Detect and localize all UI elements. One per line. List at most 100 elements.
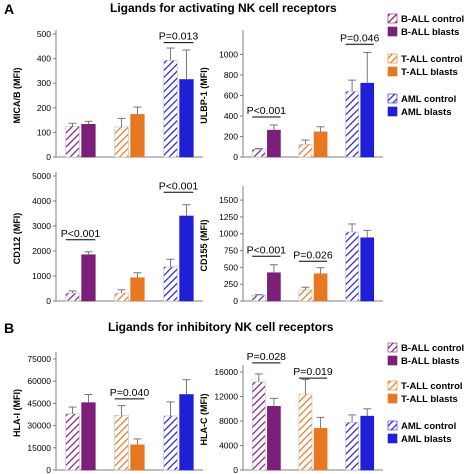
legend-swatch: [387, 355, 398, 366]
y-tick-label: 30000: [27, 421, 51, 431]
p-value-label: P=0.040: [110, 387, 150, 399]
bar-aml-control: [163, 60, 178, 158]
y-tick-label: 1000: [219, 50, 238, 60]
p-value-label: P=0.028: [247, 351, 287, 363]
p-value-label: P=0.026: [293, 249, 333, 261]
bar-aml-blasts: [179, 79, 194, 158]
chart-cd155: 0 250 500 750 1000 1250 1500 CD155 (MFI) P<0.001…: [199, 186, 383, 306]
y-tick-label: 2000: [32, 246, 51, 256]
y-tick-label: 12000: [214, 392, 238, 402]
bar-aml-blasts: [360, 415, 375, 471]
legend-label: AML blasts: [401, 107, 452, 118]
bar-t-all-blasts: [313, 131, 328, 158]
y-tick-label: 75000: [27, 354, 51, 364]
y-tick-label: 4000: [32, 196, 51, 206]
p-value-label: P=0.019: [293, 366, 333, 378]
y-tick-label: 0: [46, 465, 51, 474]
y-axis-label: HLA-C (MFI): [199, 394, 209, 446]
bar-b-all-control: [65, 413, 80, 471]
legend-swatch: [387, 380, 398, 391]
y-axis-label: HLA-I (MFI): [12, 389, 22, 437]
y-tick-label: 0: [46, 296, 51, 306]
y-tick-label: 1500: [219, 195, 238, 205]
y-tick-label: 250: [224, 279, 238, 289]
legend-label: B-ALL control: [401, 343, 464, 354]
y-axis-label: CD155 (MFI): [199, 219, 209, 271]
bar-b-all-control: [65, 125, 80, 158]
y-tick-label: 100: [37, 127, 51, 137]
chart-hla-i: 0 15000 30000 45000 60000 75000 HLA-I (MFI) P=0…: [12, 352, 203, 474]
bar-t-all-blasts: [130, 277, 145, 302]
y-tick-label: 750: [224, 246, 238, 256]
bar-aml-control: [163, 415, 178, 471]
y-tick-label: 1250: [219, 212, 238, 222]
bar-t-all-control: [298, 143, 313, 158]
bar-aml-control: [345, 421, 359, 471]
legend-swatch: [387, 13, 398, 24]
bar-b-all-blasts: [267, 272, 281, 302]
chart-cd112: 0 1000 2000 3000 4000 5000 CD112 (MFI) P<0.001 P…: [12, 171, 203, 306]
p-value-label: P<0.001: [247, 105, 287, 117]
bar-b-all-blasts: [267, 129, 281, 158]
bar-t-all-control: [114, 126, 129, 158]
y-axis-label: CD112 (MFI): [12, 213, 22, 265]
legend-swatch: [387, 53, 398, 64]
legend-label: B-ALL blasts: [401, 356, 459, 367]
p-value-label: P=0.013: [159, 31, 199, 43]
legend-label: T-ALL blasts: [401, 394, 458, 405]
legend-label: B-ALL blasts: [401, 27, 459, 38]
legend-label: B-ALL control: [401, 14, 464, 25]
bar-b-all-control: [251, 381, 266, 471]
bar-b-all-control: [251, 294, 266, 302]
y-tick-label: 8000: [219, 416, 238, 426]
bar-aml-blasts: [360, 82, 375, 158]
y-tick-label: 0: [233, 152, 238, 162]
p-value-label: P<0.001: [247, 244, 287, 256]
legend-label: T-ALL control: [401, 54, 463, 65]
bar-t-all-blasts: [130, 114, 145, 158]
y-tick-label: 3000: [32, 221, 51, 231]
legend-panel-b: B-ALL control B-ALL blasts T-ALL control T-…: [387, 342, 464, 445]
chart-ulbp-1: 0 200 400 600 800 1000 ULBP-1 (MFI) P<0.001 P=0.…: [199, 30, 383, 162]
bar-aml-blasts: [179, 394, 194, 471]
p-value-label: P=0.046: [340, 32, 380, 44]
y-tick-label: 500: [37, 29, 51, 39]
legend-label: AML blasts: [401, 434, 452, 445]
legend-swatch: [387, 433, 398, 444]
y-tick-label: 0: [233, 465, 238, 474]
legend-panel-a: B-ALL control B-ALL blasts T-ALL control T-…: [387, 13, 464, 118]
bar-aml-control: [345, 231, 359, 302]
bar-b-all-blasts: [267, 406, 281, 471]
section-a-title: Ligands for activating NK cell receptors: [110, 1, 337, 15]
bar-t-all-blasts: [313, 428, 328, 471]
legend-label: T-ALL control: [401, 381, 463, 392]
bar-t-all-blasts: [130, 444, 145, 471]
p-value-label: P<0.001: [159, 180, 199, 192]
bar-t-all-control: [114, 292, 129, 302]
y-tick-label: 0: [233, 296, 238, 306]
y-tick-label: 800: [224, 70, 238, 80]
y-tick-label: 16000: [214, 367, 238, 377]
bar-aml-control: [163, 266, 178, 302]
section-b-title: Ligands for inhibitory NK cell receptors: [108, 320, 334, 334]
y-tick-label: 4000: [219, 441, 238, 451]
legend-swatch: [387, 66, 398, 77]
legend-swatch: [387, 93, 398, 104]
legend-swatch: [387, 420, 398, 431]
bar-b-all-control: [251, 149, 266, 158]
y-tick-label: 15000: [27, 443, 51, 453]
y-tick-label: 0: [46, 152, 51, 162]
y-tick-label: 500: [224, 262, 238, 272]
y-tick-label: 200: [224, 132, 238, 142]
chart-hla-c: 0 4000 8000 12000 16000 HLA-C (MFI) P=0.028 P=0…: [199, 351, 383, 474]
y-axis-label: MICA/B (MFI): [12, 68, 22, 124]
y-axis-label: ULBP-1 (MFI): [199, 67, 209, 124]
y-tick-label: 60000: [27, 376, 51, 386]
legend-label: AML control: [401, 421, 456, 432]
section-b-letter: B: [4, 320, 14, 336]
bar-b-all-blasts: [81, 254, 96, 302]
bar-aml-control: [345, 91, 359, 158]
legend-label: AML control: [401, 94, 456, 105]
y-tick-label: 400: [224, 111, 238, 121]
